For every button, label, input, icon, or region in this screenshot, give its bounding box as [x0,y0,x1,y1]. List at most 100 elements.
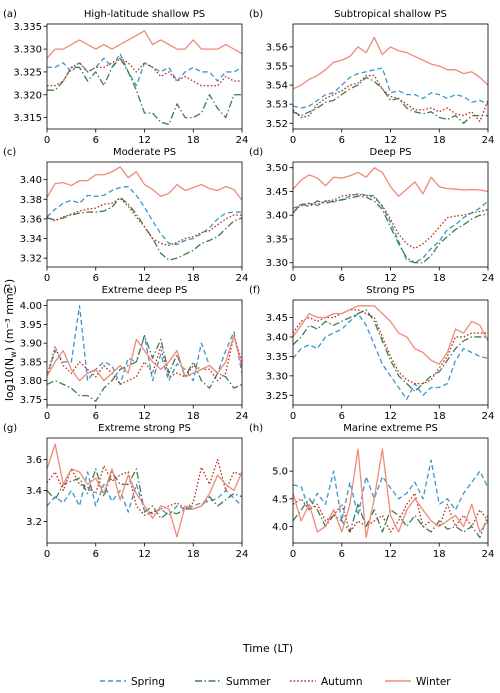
y-tick-label: 3.85 [20,357,42,368]
y-tick-label: 4.5 [272,494,288,505]
series-group [47,166,242,261]
y-tick-label: 3.325 [13,67,42,78]
x-tick-label: 0 [290,549,296,560]
series-group [293,36,488,124]
series-line-autumn [293,492,488,533]
panel-title: Extreme deep PS [102,285,188,296]
x-tick-label: 18 [187,549,200,560]
x-tick-label: 12 [138,411,151,422]
series-line-summer [293,76,488,124]
panel-f: (f) Strong PS 0 6 12 18 24 3.25 3.30 3.35 3.40 3.45 [249,285,494,422]
series-line-winter [293,167,488,197]
x-tick-label: 6 [93,135,99,146]
series-group [293,305,488,400]
x-tick-label: 24 [236,273,249,284]
legend-item-autumn: Autumn [290,676,363,688]
x-tick-label: 0 [290,273,296,284]
series-line-autumn [47,458,242,516]
y-tick-label: 3.55 [266,62,288,73]
panel-tag: (b) [249,9,263,20]
y-tick-label: 3.90 [20,339,42,350]
panel-h: (h) Marine extreme PS 0 6 12 18 24 4.0 4.5 5.0 [249,423,494,560]
y-tick-label: 3.34 [20,234,42,245]
y-tick-label: 3.35 [266,234,288,245]
panel-a: (a) High-latitude shallow PS 0 6 12 18 24 3.315… [3,9,248,146]
panel-g: (g) Extreme strong PS 0 6 12 18 24 3.2 3.4 3.6 [3,423,248,560]
series-group [47,304,242,402]
series-line-winter [47,443,242,538]
panel-e: (e) Extreme deep PS 0 6 12 18 24 3.75 3.80 3.85 3.… [3,285,248,422]
legend-item-winter: Winter [385,676,451,688]
x-tick-label: 18 [433,273,446,284]
panel-tag: (d) [249,147,263,158]
x-tick-label: 0 [44,549,50,560]
legend-label: Spring [131,676,165,688]
series-line-winter [293,36,488,90]
series-line-autumn [293,74,488,123]
x-tick-label: 24 [482,135,495,146]
y-tick-label: 3.30 [266,371,288,382]
series-group [47,30,242,126]
y-tick-label: 3.36 [20,214,42,225]
y-tick-label: 3.35 [266,352,288,363]
panel-c: (c) Moderate PS 0 6 12 18 24 3.32 3.34 3.36 3.38 3.… [3,147,248,284]
x-tick-label: 18 [187,411,200,422]
x-tick-label: 24 [236,549,249,560]
x-tick-label: 0 [44,135,50,146]
x-tick-label: 6 [93,411,99,422]
series-line-winter [293,305,488,365]
panel-tag: (g) [3,423,17,434]
series-line-spring [293,67,488,109]
x-tick-label: 0 [44,411,50,422]
series-line-winter [47,30,242,59]
panel-tag: (c) [3,147,16,158]
x-tick-label: 18 [187,273,200,284]
x-axis-label: Time (LT) [242,642,293,655]
y-tick-label: 3.54 [266,81,288,92]
panel-title: Deep PS [370,147,412,158]
y-axis-label: log10(Nw) (m⁻³ mm⁻¹) [3,279,18,401]
y-tick-label: 3.40 [266,332,288,343]
series-line-autumn [47,197,242,247]
x-tick-label: 18 [433,135,446,146]
x-tick-label: 18 [187,135,200,146]
panels: (a) High-latitude shallow PS 0 6 12 18 24 3.315… [3,9,494,560]
x-tick-label: 6 [93,549,99,560]
series-line-summer [293,309,488,393]
x-tick-label: 6 [93,273,99,284]
panel-tag: (a) [3,9,17,20]
series-line-autumn [47,334,242,386]
y-tick-label: 3.75 [20,395,42,406]
x-tick-label: 18 [433,549,446,560]
y-tick-label: 3.50 [266,163,288,174]
y-tick-label: 3.330 [13,45,42,56]
x-tick-label: 24 [236,135,249,146]
x-tick-label: 12 [384,273,397,284]
series-group [293,167,488,264]
series-line-spring [293,459,488,522]
series-line-autumn [293,194,488,250]
series-line-summer [47,468,242,519]
x-tick-label: 0 [290,411,296,422]
panel-tag: (f) [249,285,260,296]
x-tick-label: 24 [482,549,495,560]
legend: Spring Summer Autumn Winter [100,676,451,688]
x-tick-label: 12 [138,135,151,146]
y-tick-label: 3.315 [13,113,42,124]
series-line-winter [293,448,488,539]
legend-label: Summer [226,676,271,688]
y-tick-label: 3.45 [266,313,288,324]
series-line-summer [293,195,488,264]
x-tick-label: 6 [339,273,345,284]
series-group [293,448,488,539]
panel-title: High-latitude shallow PS [84,9,205,20]
legend-item-spring: Spring [100,676,165,688]
x-tick-label: 12 [384,135,397,146]
panel-b: (b) Subtropical shallow PS 0 6 12 18 24 3.52 3.5… [249,9,494,146]
y-tick-label: 3.52 [266,119,288,130]
x-tick-label: 18 [433,411,446,422]
x-tick-label: 12 [138,549,151,560]
legend-item-summer: Summer [195,676,271,688]
